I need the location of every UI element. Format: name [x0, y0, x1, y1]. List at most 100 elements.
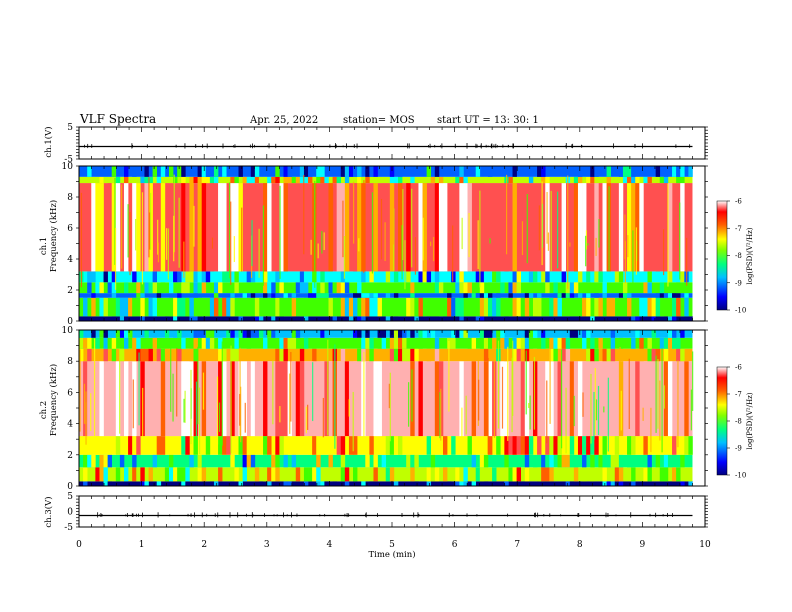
spectral-cell: [308, 467, 313, 482]
spectral-cell: [283, 454, 288, 468]
spectral-cell: [516, 337, 522, 349]
spectral-cell: [627, 176, 632, 184]
spectral-cell: [451, 337, 456, 349]
spectral-cell: [168, 454, 174, 468]
spectral-cell: [582, 337, 587, 349]
spectral-cell: [475, 467, 481, 482]
spectral-cell: [667, 361, 673, 437]
spectral-cell: [91, 183, 96, 272]
spectral-cell: [115, 481, 121, 486]
spectral-cell: [136, 337, 141, 349]
spectral-cell: [541, 271, 546, 283]
spectral-cell: [524, 348, 530, 362]
spectral-cell: [496, 330, 501, 338]
burst-streak: [279, 406, 281, 423]
spectral-cell: [222, 166, 227, 177]
spectral-cell: [324, 293, 329, 298]
spectral-cell: [242, 176, 247, 184]
spectral-cell: [295, 176, 301, 184]
spectral-cell: [426, 481, 432, 486]
ch1-waveform-panel: 5 -5: [64, 123, 708, 165]
spectral-cell: [365, 176, 370, 184]
spectral-cell: [369, 271, 374, 283]
spectral-cell: [451, 297, 456, 317]
spectral-cell: [430, 454, 436, 468]
spectral-cell: [373, 183, 378, 272]
spectral-cell: [504, 337, 509, 349]
spectral-cell: [520, 436, 526, 455]
spectral-cell: [181, 361, 186, 437]
spectral-cell: [532, 454, 538, 468]
spectral-cell: [496, 454, 501, 468]
spectral-cell: [569, 316, 575, 321]
spectral-cell: [320, 330, 325, 338]
spectral-cell: [414, 297, 419, 317]
spectral-cell: [340, 454, 346, 468]
spectral-cell: [582, 297, 587, 317]
spectral-cell: [152, 297, 158, 317]
spectral-cell: [524, 330, 530, 338]
spectral-cell: [614, 481, 620, 486]
burst-streak: [352, 181, 355, 244]
spectral-cell: [487, 166, 493, 177]
spectral-cell: [99, 297, 104, 317]
spectral-cell: [561, 454, 566, 468]
burst-streak: [659, 380, 661, 441]
spectral-cell: [365, 166, 370, 177]
burst-streak: [546, 380, 548, 444]
spectral-cell: [303, 481, 309, 486]
spectral-cell: [83, 467, 88, 482]
spectral-cell: [132, 316, 137, 321]
spectral-cell: [103, 481, 108, 486]
spectral-cell: [230, 176, 235, 184]
spectral-cell: [512, 337, 517, 349]
spectral-cell: [316, 361, 321, 437]
spectral-cell: [267, 330, 272, 338]
spectral-cell: [545, 282, 550, 294]
spectral-cell: [115, 297, 121, 317]
spectral-cell: [582, 330, 587, 338]
burst-streak: [593, 391, 595, 441]
spectral-cell: [402, 337, 407, 349]
burst-streak: [120, 184, 123, 269]
spectral-cell: [132, 467, 137, 482]
spectral-cell: [541, 454, 546, 468]
spectral-cell: [357, 282, 362, 294]
spectral-cell: [676, 467, 681, 482]
spectral-cell: [479, 454, 485, 468]
spectral-cell: [573, 183, 579, 272]
spectral-cell: [83, 454, 88, 468]
x-tick-label: 4: [327, 540, 333, 550]
spectral-cell: [303, 337, 309, 349]
spectral-cell: [549, 467, 554, 482]
spectral-cell: [238, 316, 243, 321]
burst-streak: [667, 183, 669, 287]
spectral-cell: [275, 316, 280, 321]
burst-streak: [332, 187, 334, 261]
spectral-cell: [275, 436, 280, 455]
burst-streak: [233, 236, 235, 263]
spectral-cell: [177, 282, 182, 294]
spectral-cell: [209, 176, 215, 184]
spectral-cell: [422, 271, 427, 283]
spectral-cell: [111, 282, 117, 294]
spectral-cell: [614, 436, 620, 455]
spectral-cell: [684, 293, 689, 298]
spectral-cell: [222, 271, 227, 283]
burst-streak: [529, 395, 531, 430]
spectral-cell: [242, 330, 247, 338]
spectral-cell: [483, 330, 489, 338]
station-label: station= MOS: [343, 115, 415, 126]
spectral-cell: [132, 166, 137, 177]
spectral-cell: [618, 467, 624, 482]
burst-streak: [307, 404, 309, 430]
spectral-cell: [357, 316, 362, 321]
spectral-cell: [197, 316, 202, 321]
spectral-cell: [606, 481, 611, 486]
spectral-cell: [455, 467, 460, 482]
spectral-cell: [185, 271, 190, 283]
spectral-cell: [635, 176, 640, 184]
spectral-cell: [95, 176, 100, 184]
spectral-cell: [140, 467, 145, 482]
burst-streak: [251, 220, 253, 267]
